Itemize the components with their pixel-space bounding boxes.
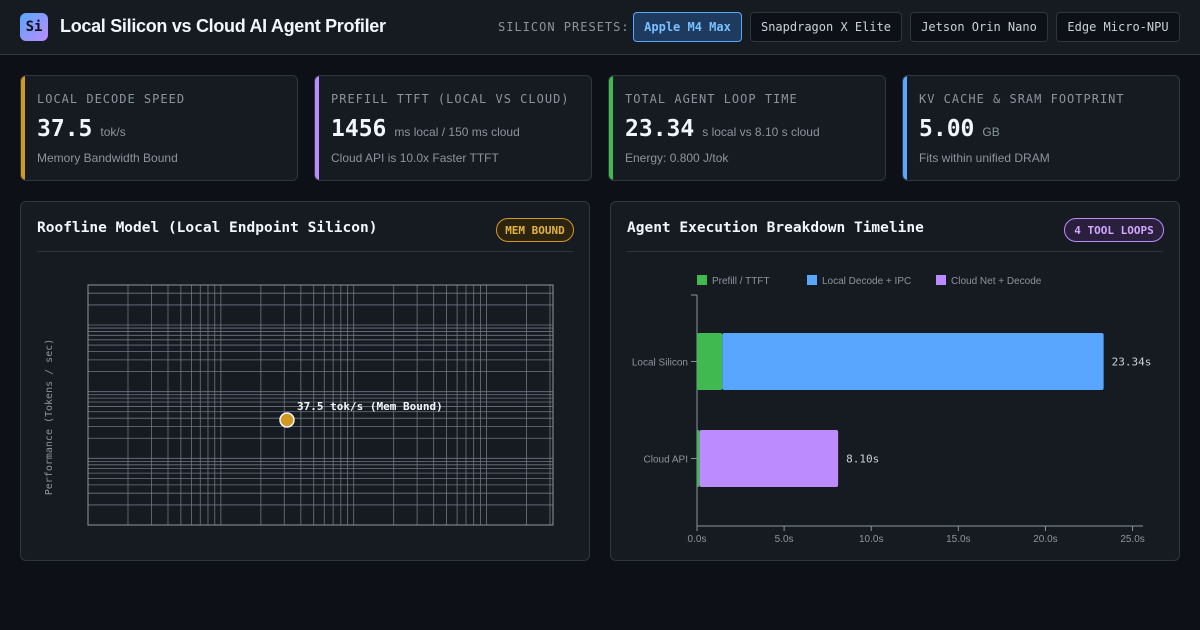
x-tick-label: 25.0s (1120, 534, 1144, 545)
x-tick-label: 10.0s (859, 534, 883, 545)
kpi-unit: GB (982, 125, 1000, 139)
top-header: Si Local Silicon vs Cloud AI Agent Profi… (0, 0, 1200, 55)
tool-loops-badge: 4 TOOL LOOPS (1064, 218, 1164, 242)
preset-snapdragon-x-elite-button[interactable]: Snapdragon X Elite (750, 12, 902, 42)
roofline-operating-point[interactable] (279, 412, 295, 428)
mem-bound-badge: MEM BOUND (496, 218, 574, 242)
silicon-presets-label: SILICON PRESETS: (498, 20, 630, 34)
kpi-kv-cache-footprint: KV CACHE & SRAM FOOTPRINT 5.00 GB Fits w… (902, 75, 1180, 181)
kpi-local-decode-speed: LOCAL DECODE SPEED 37.5 tok/s Memory Ban… (20, 75, 298, 181)
legend-swatch (807, 275, 817, 285)
timeline-title: Agent Execution Breakdown Timeline (627, 220, 924, 236)
timeline-panel: Agent Execution Breakdown Timeline 4 TOO… (610, 201, 1180, 561)
roofline-grid (88, 285, 553, 525)
panel-divider (627, 251, 1163, 252)
preset-apple-m4-max-button[interactable]: Apple M4 Max (633, 12, 742, 42)
timeline-chart: Prefill / TTFT Local Decode + IPC Cloud Ne… (632, 275, 1152, 545)
legend-label: Cloud Net + Decode (951, 276, 1042, 287)
legend-label: Prefill / TTFT (712, 276, 770, 287)
kpi-label: LOCAL DECODE SPEED (37, 92, 186, 106)
kpi-accent (21, 76, 25, 180)
category-label: Local Silicon (632, 358, 688, 369)
kpi-subtext: Energy: 0.800 J/tok (625, 151, 729, 165)
panel-divider (37, 251, 573, 252)
kpi-unit: ms local / 150 ms cloud (394, 125, 520, 139)
roofline-chart: Performance (Tokens / sec) 37.5 tok/s (M… (44, 284, 554, 526)
legend-label: Local Decode + IPC (822, 276, 911, 287)
kpi-value: 1456 (331, 116, 387, 142)
legend-swatch (936, 275, 946, 285)
category-label: Cloud API (644, 455, 688, 466)
legend-swatch (697, 275, 707, 285)
kpi-value: 5.00 (919, 116, 975, 142)
roofline-panel: Roofline Model (Local Endpoint Silicon) … (20, 201, 590, 561)
x-tick-label: 15.0s (946, 534, 970, 545)
timeline-bar-segment[interactable] (697, 333, 723, 390)
preset-jetson-orin-nano-button[interactable]: Jetson Orin Nano (910, 12, 1048, 42)
x-tick-label: 5.0s (775, 534, 794, 545)
kpi-unit: s local vs 8.10 s cloud (702, 125, 820, 139)
app-title: Local Silicon vs Cloud AI Agent Profiler (60, 16, 386, 36)
roofline-y-axis-label: Performance (Tokens / sec) (44, 339, 55, 496)
roofline-plot-border (87, 284, 554, 526)
bar-total-label: 23.34s (1112, 356, 1152, 369)
kpi-unit: tok/s (100, 125, 126, 139)
x-tick-label: 0.0s (688, 534, 707, 545)
x-tick-label: 20.0s (1033, 534, 1057, 545)
kpi-value: 37.5 (37, 116, 93, 142)
kpi-subtext: Memory Bandwidth Bound (37, 151, 178, 165)
kpi-label: PREFILL TTFT (LOCAL VS CLOUD) (331, 92, 570, 106)
kpi-subtext: Fits within unified DRAM (919, 151, 1050, 165)
app-logo: Si (20, 13, 48, 41)
kpi-accent (315, 76, 319, 180)
kpi-label: KV CACHE & SRAM FOOTPRINT (919, 92, 1125, 106)
kpi-subtext: Cloud API is 10.0x Faster TTFT (331, 151, 499, 165)
kpi-value: 23.34 (625, 116, 695, 142)
kpi-prefill-ttft: PREFILL TTFT (LOCAL VS CLOUD) 1456 ms lo… (314, 75, 592, 181)
bar-total-label: 8.10s (846, 453, 879, 466)
roofline-point-label: 37.5 tok/s (Mem Bound) (297, 400, 443, 413)
kpi-label: TOTAL AGENT LOOP TIME (625, 92, 798, 106)
kpi-accent (903, 76, 907, 180)
timeline-bar-segment[interactable] (722, 333, 1104, 390)
timeline-bar-segment[interactable] (699, 430, 839, 487)
roofline-title: Roofline Model (Local Endpoint Silicon) (37, 220, 378, 236)
kpi-accent (609, 76, 613, 180)
preset-edge-micro-npu-button[interactable]: Edge Micro-NPU (1056, 12, 1180, 42)
timeline-bar-segment[interactable] (697, 430, 700, 487)
kpi-total-agent-loop-time: TOTAL AGENT LOOP TIME 23.34 s local vs 8… (608, 75, 886, 181)
